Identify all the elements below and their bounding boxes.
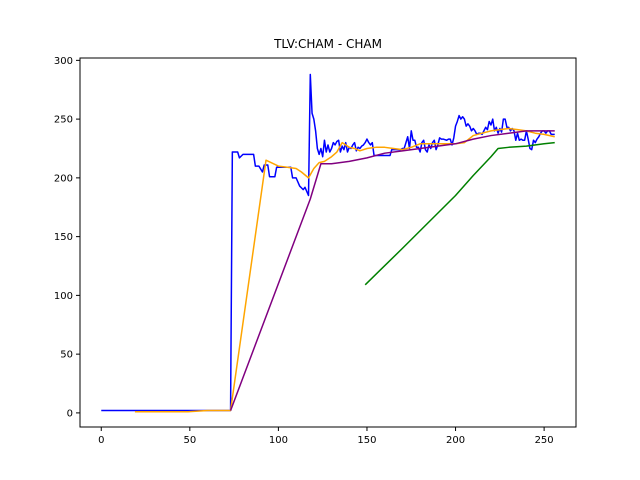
y-tick-label: 0: [67, 408, 73, 419]
axes-layer: 0 50 100 150 200 250 0 50 100 150 200 250 300: [54, 56, 554, 446]
plot-frame: [79, 57, 577, 428]
series-line-2: [134, 127, 555, 413]
x-tick-label: 150: [357, 435, 376, 446]
y-tick-label: 150: [54, 232, 73, 243]
y-tick-label: 250: [54, 115, 73, 126]
x-tick-label: 250: [535, 435, 554, 446]
series-line-3: [229, 130, 555, 411]
series-layer: [101, 73, 555, 413]
x-tick-label: 200: [446, 435, 465, 446]
y-tick-label: 300: [54, 56, 73, 67]
x-tick-label: 50: [183, 435, 196, 446]
x-tick-label: 100: [269, 435, 288, 446]
chart-title: TLV:CHAM - CHAM: [273, 37, 382, 51]
series-line-4: [364, 141, 555, 286]
y-tick-label: 100: [54, 291, 73, 302]
y-tick-label: 50: [60, 350, 73, 361]
x-tick-label: 0: [98, 435, 104, 446]
y-tick-label: 200: [54, 173, 73, 184]
